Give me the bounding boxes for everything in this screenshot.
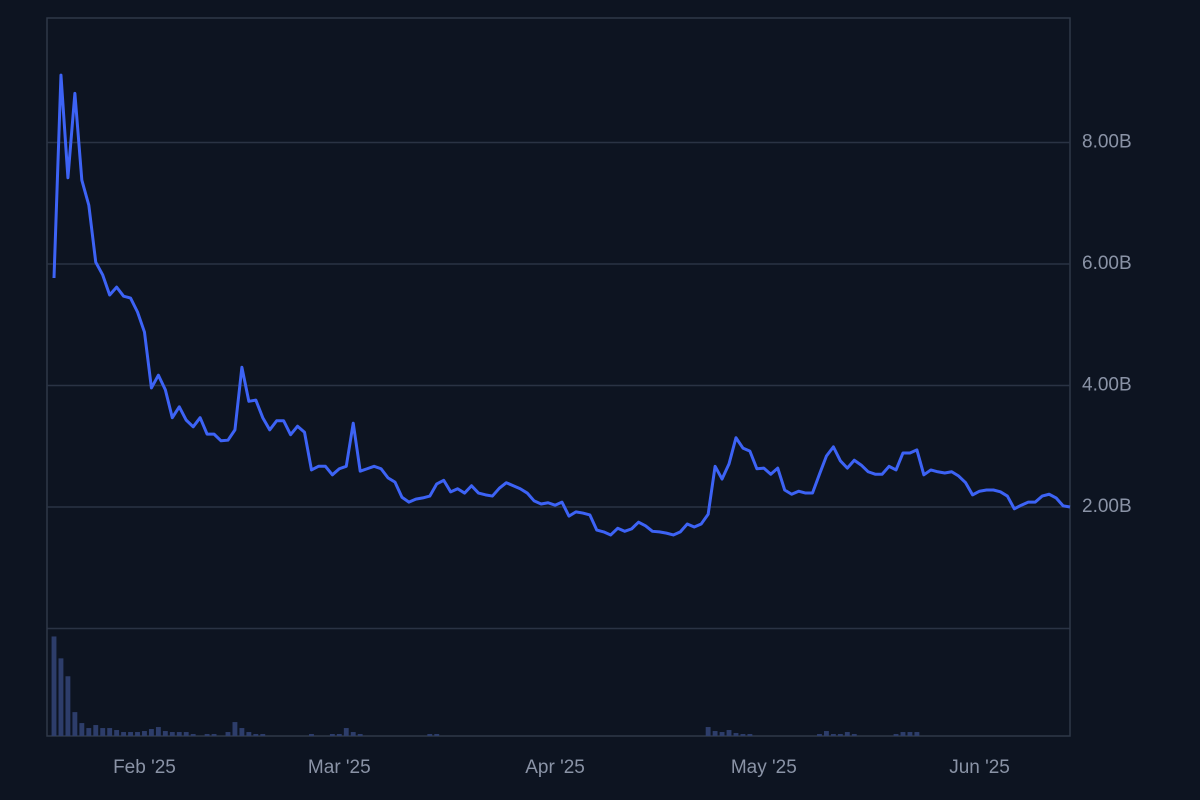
volume-bar <box>176 732 182 736</box>
x-tick-label: Mar '25 <box>308 757 371 778</box>
volume-bar <box>65 676 71 736</box>
volume-bar <box>211 734 217 736</box>
volume-bar <box>93 725 99 736</box>
volume-bar <box>232 722 238 736</box>
volume-bar <box>260 734 266 736</box>
volume-bar <box>100 728 106 736</box>
volume-bar <box>357 734 363 736</box>
y-tick-label: 8.00B <box>1082 132 1132 153</box>
x-tick-label: May '25 <box>731 757 797 778</box>
volume-bar <box>747 734 753 736</box>
volume-bar <box>309 734 314 736</box>
volume-bar <box>51 636 57 736</box>
volume-bar <box>169 732 175 736</box>
volume-bar <box>246 732 252 736</box>
volume-bar <box>900 732 906 736</box>
x-tick-label: Feb '25 <box>113 757 176 778</box>
volume-bar <box>733 733 739 736</box>
y-tick-label: 4.00B <box>1082 375 1132 396</box>
volume-bar <box>907 732 913 736</box>
volume-bar <box>817 734 822 736</box>
volume-bar <box>128 732 133 736</box>
volume-bar <box>712 731 718 736</box>
volume-bar <box>844 732 850 736</box>
volume-bar <box>336 734 342 736</box>
y-tick-label: 2.00B <box>1082 496 1132 517</box>
volume-bar <box>79 723 85 736</box>
volume-bar <box>830 734 836 736</box>
volume-bar <box>204 734 210 736</box>
volume-bar <box>142 731 147 736</box>
volume-bar <box>239 728 245 736</box>
y-tick-label: 6.00B <box>1082 253 1132 274</box>
volume-bar <box>114 730 120 736</box>
volume-bar <box>135 732 140 736</box>
volume-bar <box>427 734 433 736</box>
volume-bar <box>148 729 154 736</box>
volume-bar <box>893 734 899 736</box>
price-line <box>52 73 1071 537</box>
volume-bar <box>705 727 711 736</box>
volume-bar <box>851 734 857 736</box>
volume-bar <box>225 732 231 736</box>
plot-frame <box>46 17 1071 737</box>
volume-bar <box>107 728 113 736</box>
volume-bar <box>726 730 732 736</box>
x-tick-label: Apr '25 <box>525 757 585 778</box>
volume-bar <box>740 734 746 736</box>
volume-bar <box>72 712 78 736</box>
volume-bar <box>162 731 168 736</box>
volume-bar <box>58 658 64 736</box>
volume-bar <box>350 732 356 736</box>
volume-bar <box>719 732 725 736</box>
volume-bar <box>155 727 161 736</box>
x-tick-label: Jun '25 <box>949 757 1010 778</box>
volume-bar <box>121 732 127 736</box>
volume-bar <box>837 734 843 736</box>
volume-bar <box>434 734 440 736</box>
volume-bar <box>86 728 92 736</box>
volume-bar <box>329 734 335 736</box>
volume-bar <box>183 732 189 736</box>
volume-bar <box>343 728 349 736</box>
volume-bar <box>253 734 259 736</box>
volume-bar <box>824 731 829 736</box>
volume-bar <box>190 734 196 736</box>
volume-bar <box>914 732 920 736</box>
